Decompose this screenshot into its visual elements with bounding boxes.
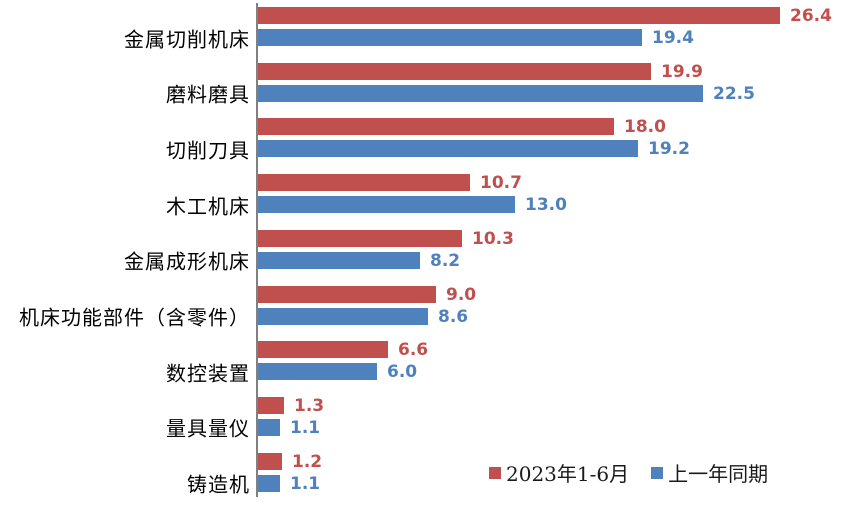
value-label-prev-8: 1.1 [290,417,321,438]
value-label-2023-4: 10.7 [480,173,522,194]
value-label-prev-4: 13.0 [525,195,567,216]
category-label-8: 量具量仪 [166,416,250,441]
bar-prev-1 [258,29,642,46]
value-label-2023-7: 6.6 [398,340,429,361]
category-label-1: 金属切削机床 [124,27,250,51]
legend-label-prev-year: 上一年同期 [668,462,769,486]
legend-swatch-blue-icon [651,466,664,479]
value-label-2023-6: 9.0 [446,284,477,305]
category-label-4: 木工机床 [166,194,250,219]
value-label-2023-1: 26.4 [790,6,832,26]
legend-label-2023: 2023年1-6月 [506,462,630,486]
value-label-2023-3: 18.0 [624,117,666,138]
legend-item-prev-year: 上一年同期 [651,458,768,487]
value-label-prev-2: 22.5 [713,83,755,104]
value-label-prev-5: 8.2 [430,250,461,271]
category-label-7: 数控装置 [166,361,250,386]
bar-prev-5 [258,251,420,269]
category-label-2: 磨料磨具 [166,82,250,107]
value-label-prev-6: 8.6 [438,306,469,327]
value-label-prev-1: 19.4 [652,28,694,48]
y-axis-line [256,3,258,497]
bar-2023-8 [258,396,284,414]
category-label-3: 切削刀具 [166,138,250,163]
value-label-prev-7: 6.0 [387,362,418,383]
category-label-6: 机床功能部件（含零件） [19,305,250,330]
legend-item-2023: 2023年1-6月 [489,458,629,487]
value-label-prev-9: 1.1 [290,473,321,494]
legend-swatch-red-icon [489,466,501,479]
value-label-2023-5: 10.3 [472,228,514,249]
bar-2023-2 [258,62,651,80]
value-label-prev-3: 19.2 [648,139,690,160]
bar-2023-9 [258,452,282,470]
value-label-2023-9: 1.2 [292,451,323,472]
value-label-2023-8: 1.3 [294,395,325,416]
bar-prev-6 [258,307,428,325]
category-label-5: 金属成形机床 [124,249,250,274]
bar-2023-5 [258,229,462,247]
bar-2023-3 [258,118,614,136]
bar-2023-7 [258,341,388,359]
bar-2023-6 [258,285,436,303]
bar-prev-9 [258,474,280,492]
bar-2023-1 [258,7,780,24]
bar-prev-4 [258,196,515,214]
legend: 2023年1-6月 上一年同期 [489,458,768,487]
bar-prev-2 [258,84,703,102]
bar-prev-7 [258,363,377,381]
value-label-2023-2: 19.9 [661,61,703,82]
bar-2023-4 [258,174,470,192]
bar-prev-3 [258,140,638,158]
bar-prev-8 [258,418,280,436]
category-label-9: 铸造机 [187,472,250,497]
